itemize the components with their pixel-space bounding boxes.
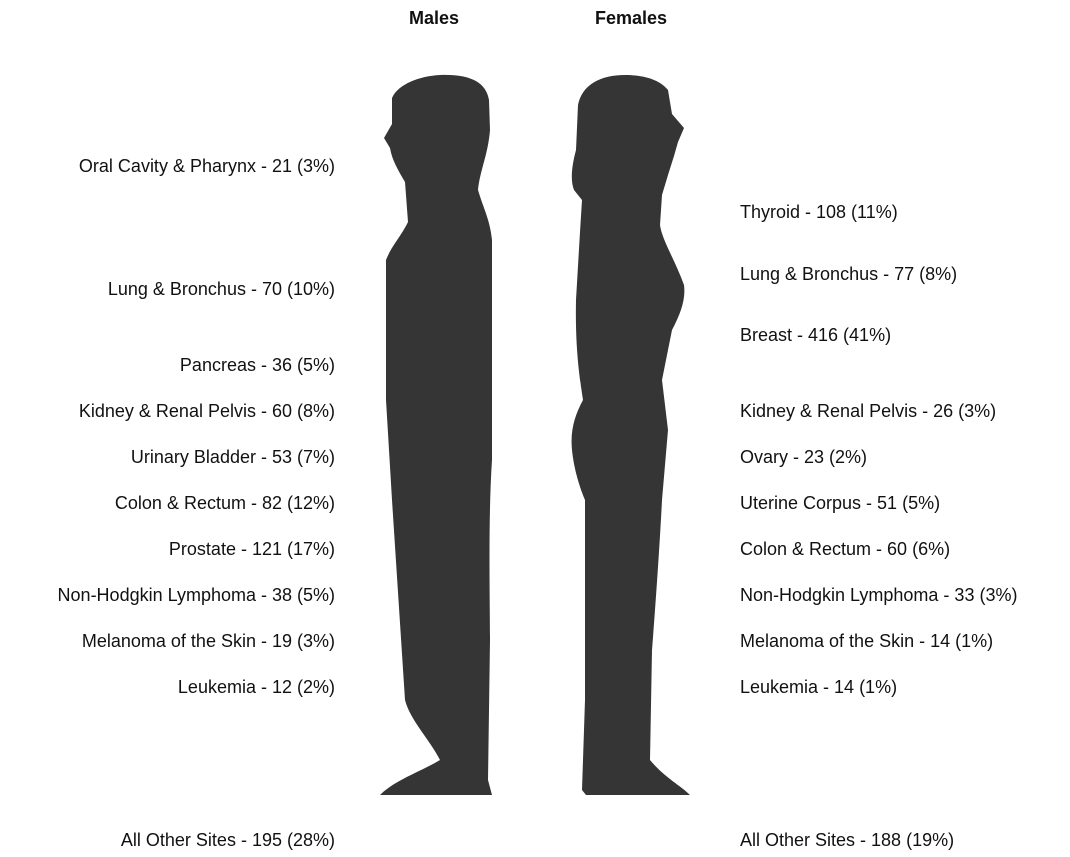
- male-site-label: Leukemia - 12 (2%): [178, 677, 335, 697]
- female-site-label: Lung & Bronchus - 77 (8%): [740, 264, 957, 284]
- male-site-label: Non-Hodgkin Lymphoma - 38 (5%): [58, 585, 335, 605]
- male-site-label: Pancreas - 36 (5%): [180, 355, 335, 375]
- female-site-label: All Other Sites - 188 (19%): [740, 830, 954, 850]
- female-site-label: Breast - 416 (41%): [740, 325, 891, 345]
- male-site-label: Prostate - 121 (17%): [169, 539, 335, 559]
- females-header: Females: [595, 8, 667, 28]
- female-site-label: Non-Hodgkin Lymphoma - 33 (3%): [740, 585, 1017, 605]
- female-site-label: Colon & Rectum - 60 (6%): [740, 539, 950, 559]
- male-site-label: Kidney & Renal Pelvis - 60 (8%): [79, 401, 335, 421]
- female-site-label: Kidney & Renal Pelvis - 26 (3%): [740, 401, 996, 421]
- male-site-label: All Other Sites - 195 (28%): [121, 830, 335, 850]
- male-site-label: Melanoma of the Skin - 19 (3%): [82, 631, 335, 651]
- female-silhouette: [571, 75, 690, 795]
- male-site-label: Colon & Rectum - 82 (12%): [115, 493, 335, 513]
- male-site-label: Urinary Bladder - 53 (7%): [131, 447, 335, 467]
- male-site-label: Oral Cavity & Pharynx - 21 (3%): [79, 156, 335, 176]
- female-site-label: Melanoma of the Skin - 14 (1%): [740, 631, 993, 651]
- female-site-label: Ovary - 23 (2%): [740, 447, 867, 467]
- males-header: Males: [409, 8, 459, 28]
- male-site-label: Lung & Bronchus - 70 (10%): [108, 279, 335, 299]
- male-silhouette: [380, 74, 492, 795]
- female-site-label: Leukemia - 14 (1%): [740, 677, 897, 697]
- female-site-label: Uterine Corpus - 51 (5%): [740, 493, 940, 513]
- female-site-label: Thyroid - 108 (11%): [740, 202, 898, 222]
